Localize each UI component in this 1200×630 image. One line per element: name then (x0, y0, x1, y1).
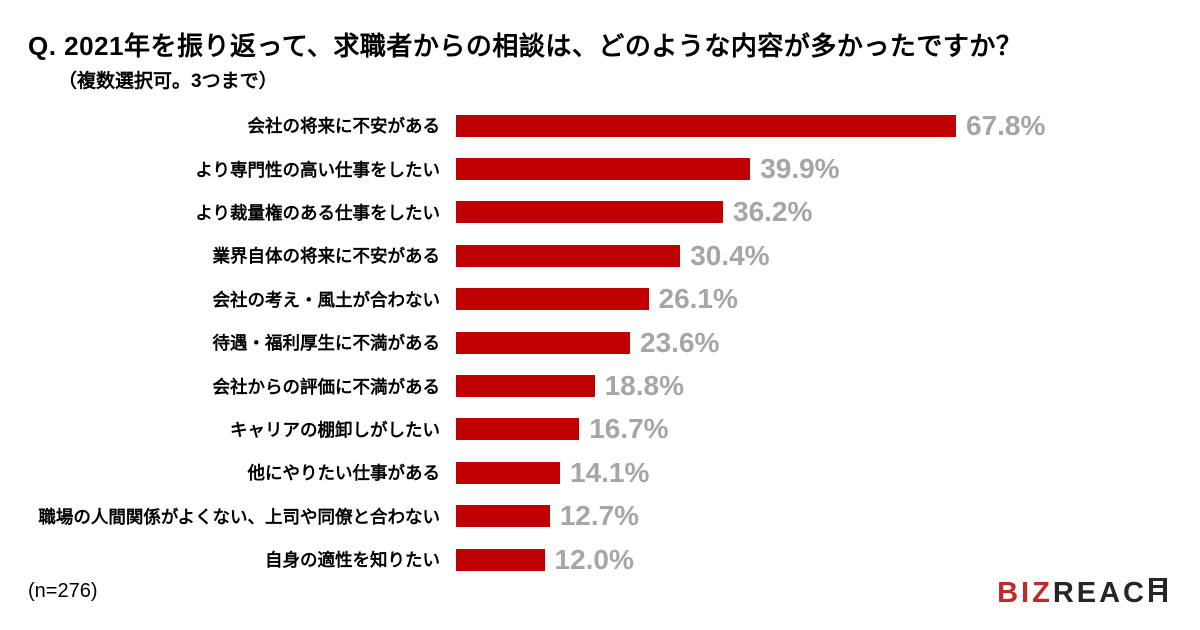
bar-track: 30.4% (456, 234, 1170, 277)
bar-chart-row: 待遇・福利厚生に不満がある 23.6% (30, 321, 1170, 364)
bar-chart-row: 自身の適性を知りたい 12.0% (30, 538, 1170, 581)
bar-chart-row: 他にやりたい仕事がある 14.1% (30, 451, 1170, 494)
bar-chart-row: 職場の人間関係がよくない、上司や同僚と合わない 12.7% (30, 495, 1170, 538)
bar (456, 114, 956, 137)
bar (456, 288, 649, 311)
bar (456, 418, 580, 441)
chart-question-subtitle: （複数選択可。3つまで） (58, 71, 278, 92)
bar-chart-row: 会社からの評価に不満がある 18.8% (30, 364, 1170, 407)
category-label: 職場の人間関係がよくない、上司や同僚と合わない (38, 506, 440, 527)
bar-track: 23.6% (456, 321, 1170, 364)
category-label: 待遇・福利厚生に不満がある (212, 333, 441, 354)
category-label: キャリアの棚卸しがしたい (230, 419, 440, 440)
value-label: 23.6% (640, 326, 720, 358)
value-label: 39.9% (760, 153, 840, 185)
value-label: 67.8% (966, 109, 1046, 141)
value-label: 16.7% (589, 413, 669, 445)
bar-track: 18.8% (456, 364, 1170, 407)
bar-chart: 会社の将来に不安がある 67.8% より専門性の高い仕事をしたい 39.9% よ… (30, 104, 1170, 581)
bar-track: 36.2% (456, 191, 1170, 234)
bar-chart-row: 会社の将来に不安がある 67.8% (30, 104, 1170, 147)
bar-track: 12.7% (456, 495, 1170, 538)
category-label: 会社の考え・風土が合わない (212, 289, 441, 310)
category-label: 他にやりたい仕事がある (247, 463, 441, 484)
bar (456, 505, 550, 528)
value-label: 30.4% (690, 239, 770, 271)
bar (456, 158, 751, 181)
bar-chart-row: より専門性の高い仕事をしたい 39.9% (30, 147, 1170, 190)
logo-ladder-h-icon (1148, 578, 1168, 608)
bar-track: 12.0% (456, 538, 1170, 581)
category-label: 自身の適性を知りたい (265, 550, 440, 571)
bar-chart-row: より裁量権のある仕事をしたい 36.2% (30, 191, 1170, 234)
logo-text-biz: BIZ (997, 576, 1053, 609)
category-label: より裁量権のある仕事をしたい (195, 202, 440, 223)
category-label: 会社からの評価に不満がある (212, 376, 441, 397)
bar (456, 548, 545, 571)
bar (456, 331, 630, 354)
value-label: 36.2% (733, 196, 813, 228)
bar (456, 201, 723, 224)
bar-chart-row: 会社の考え・風土が合わない 26.1% (30, 278, 1170, 321)
bar-chart-row: 業界自体の将来に不安がある 30.4% (30, 234, 1170, 277)
bar-track: 26.1% (456, 278, 1170, 321)
logo-text-reac: REAC (1052, 576, 1147, 609)
bar-track: 14.1% (456, 451, 1170, 494)
value-label: 12.7% (559, 500, 640, 532)
bar-track: 16.7% (456, 408, 1170, 451)
value-label: 12.0% (554, 543, 634, 575)
category-label: 業界自体の将来に不安がある (212, 246, 441, 267)
bar-track: 39.9% (456, 147, 1170, 190)
bar-track: 67.8% (456, 104, 1170, 147)
sample-size-note: (n=276) (28, 580, 98, 602)
chart-question-title: Q. 2021年を振り返って、求職者からの相談は、どのような内容が多かったですか… (28, 31, 1023, 61)
value-label: 14.1% (570, 456, 650, 488)
category-label: 会社の将来に不安がある (247, 116, 441, 137)
bizreach-logo: BIZ REAC (997, 578, 1168, 608)
bar (456, 461, 560, 484)
bar (456, 375, 595, 398)
bar (456, 244, 681, 267)
value-label: 18.8% (604, 370, 684, 402)
bar-chart-row: キャリアの棚卸しがしたい 16.7% (30, 408, 1170, 451)
category-label: より専門性の高い仕事をしたい (195, 159, 440, 180)
value-label: 26.1% (658, 283, 738, 315)
